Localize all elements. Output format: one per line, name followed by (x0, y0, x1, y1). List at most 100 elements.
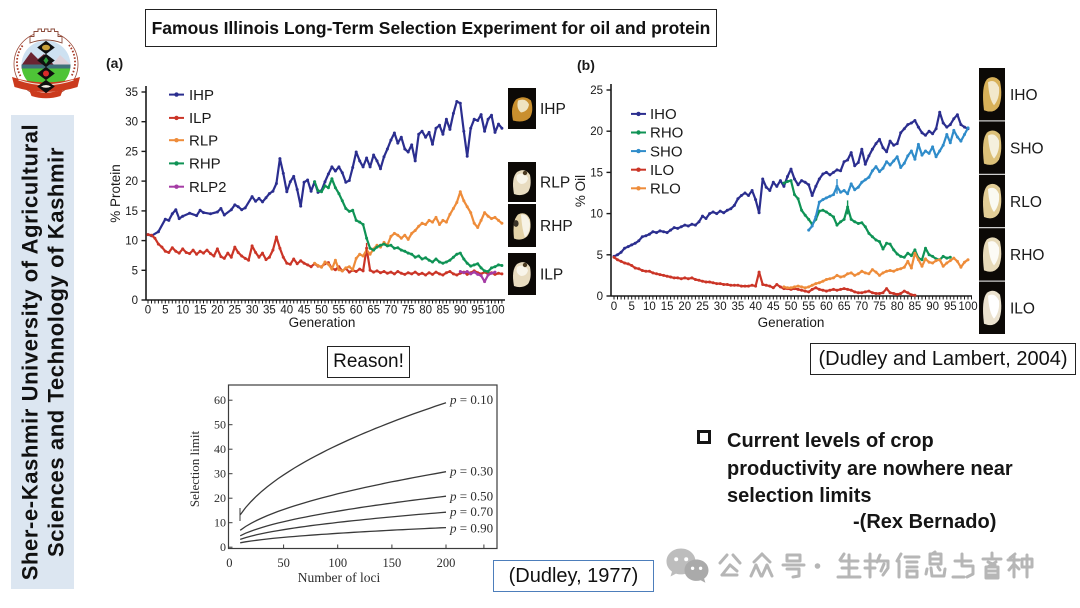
svg-text:55: 55 (333, 305, 346, 317)
svg-text:200: 200 (437, 556, 456, 570)
svg-text:5: 5 (628, 301, 634, 313)
svg-text:100: 100 (958, 301, 977, 313)
svg-text:0: 0 (145, 305, 151, 317)
svg-text:ILO: ILO (1010, 301, 1035, 318)
svg-text:35: 35 (732, 301, 745, 313)
svg-text:35: 35 (263, 305, 276, 317)
svg-text:150: 150 (383, 556, 402, 570)
svg-text:% Protein: % Protein (108, 164, 123, 223)
svg-text:RLP2: RLP2 (189, 179, 227, 196)
svg-text:RLO: RLO (650, 181, 681, 198)
svg-text:45: 45 (298, 305, 311, 317)
svg-text:Selection limit: Selection limit (187, 431, 202, 508)
svg-text:10: 10 (214, 516, 226, 530)
svg-text:65: 65 (838, 301, 851, 313)
svg-text:20: 20 (678, 301, 691, 313)
svg-text:5: 5 (162, 305, 168, 317)
svg-text:25: 25 (696, 301, 709, 313)
svg-text:55: 55 (802, 301, 815, 313)
svg-text:50: 50 (315, 305, 328, 317)
svg-text:60: 60 (820, 301, 833, 313)
svg-text:100: 100 (328, 556, 347, 570)
svg-text:35: 35 (125, 87, 138, 99)
svg-text:p = 0.90: p = 0.90 (449, 521, 493, 536)
svg-text:20: 20 (214, 491, 226, 505)
svg-text:(a): (a) (106, 55, 123, 71)
svg-text:85: 85 (437, 305, 450, 317)
svg-text:0: 0 (132, 295, 138, 307)
svg-text:p = 0.50: p = 0.50 (449, 489, 493, 504)
svg-text:ILP: ILP (540, 266, 563, 283)
svg-text:90: 90 (926, 301, 939, 313)
svg-text:65: 65 (367, 305, 380, 317)
svg-text:30: 30 (125, 117, 138, 129)
svg-text:0: 0 (611, 301, 617, 313)
svg-text:Number of loci: Number of loci (298, 570, 381, 585)
svg-text:20: 20 (590, 126, 603, 138)
svg-text:70: 70 (855, 301, 868, 313)
svg-text:IHO: IHO (650, 106, 677, 123)
svg-text:25: 25 (228, 305, 241, 317)
svg-text:15: 15 (194, 305, 207, 317)
svg-text:50: 50 (277, 556, 290, 570)
svg-text:45: 45 (767, 301, 780, 313)
svg-text:85: 85 (909, 301, 922, 313)
svg-text:10: 10 (643, 301, 656, 313)
svg-text:p = 0.30: p = 0.30 (449, 464, 493, 479)
svg-text:20: 20 (211, 305, 224, 317)
svg-text:SHO: SHO (1010, 140, 1044, 157)
svg-text:p = 0.70: p = 0.70 (449, 504, 493, 519)
svg-text:RLO: RLO (1010, 194, 1042, 211)
svg-text:0: 0 (220, 540, 226, 554)
svg-text:30: 30 (714, 301, 727, 313)
svg-text:10: 10 (590, 209, 603, 221)
svg-text:60: 60 (214, 393, 226, 407)
svg-text:RHP: RHP (540, 218, 573, 235)
svg-text:IHP: IHP (540, 101, 566, 118)
svg-text:RHO: RHO (650, 125, 683, 142)
svg-text:30: 30 (214, 467, 226, 481)
svg-text:Generation: Generation (758, 315, 825, 330)
svg-text:30: 30 (246, 305, 259, 317)
svg-text:IHP: IHP (189, 87, 214, 104)
svg-text:95: 95 (471, 305, 484, 317)
svg-text:20: 20 (125, 176, 138, 188)
svg-text:SHO: SHO (650, 143, 683, 160)
svg-text:40: 40 (214, 442, 226, 456)
svg-text:0: 0 (226, 556, 232, 570)
svg-text:25: 25 (125, 146, 138, 158)
svg-text:80: 80 (419, 305, 432, 317)
svg-text:40: 40 (280, 305, 293, 317)
svg-text:RHO: RHO (1010, 247, 1044, 264)
svg-text:RLP: RLP (540, 174, 570, 191)
svg-text:95: 95 (944, 301, 957, 313)
svg-text:Generation: Generation (289, 315, 356, 330)
svg-text:ILO: ILO (650, 162, 674, 179)
svg-text:10: 10 (176, 305, 189, 317)
svg-text:% Oil: % Oil (573, 175, 588, 207)
svg-text:75: 75 (873, 301, 886, 313)
svg-text:5: 5 (132, 265, 138, 277)
svg-text:90: 90 (454, 305, 467, 317)
svg-text:RHP: RHP (189, 156, 221, 173)
svg-text:10: 10 (125, 236, 138, 248)
svg-text:50: 50 (785, 301, 798, 313)
svg-text:ILP: ILP (189, 110, 212, 127)
svg-text:40: 40 (749, 301, 762, 313)
svg-text:15: 15 (590, 167, 603, 179)
svg-text:70: 70 (385, 305, 398, 317)
svg-text:IHO: IHO (1010, 87, 1038, 104)
svg-text:50: 50 (214, 418, 226, 432)
svg-text:RLP: RLP (189, 132, 218, 149)
svg-text:100: 100 (485, 305, 504, 317)
svg-text:(b): (b) (577, 57, 595, 73)
svg-text:60: 60 (350, 305, 363, 317)
svg-text:5: 5 (597, 250, 603, 262)
svg-text:80: 80 (891, 301, 904, 313)
svg-text:p = 0.10: p = 0.10 (449, 392, 493, 407)
svg-text:15: 15 (661, 301, 674, 313)
svg-text:25: 25 (590, 85, 603, 97)
svg-text:15: 15 (125, 206, 138, 218)
svg-text:0: 0 (597, 291, 603, 303)
svg-text:75: 75 (402, 305, 415, 317)
